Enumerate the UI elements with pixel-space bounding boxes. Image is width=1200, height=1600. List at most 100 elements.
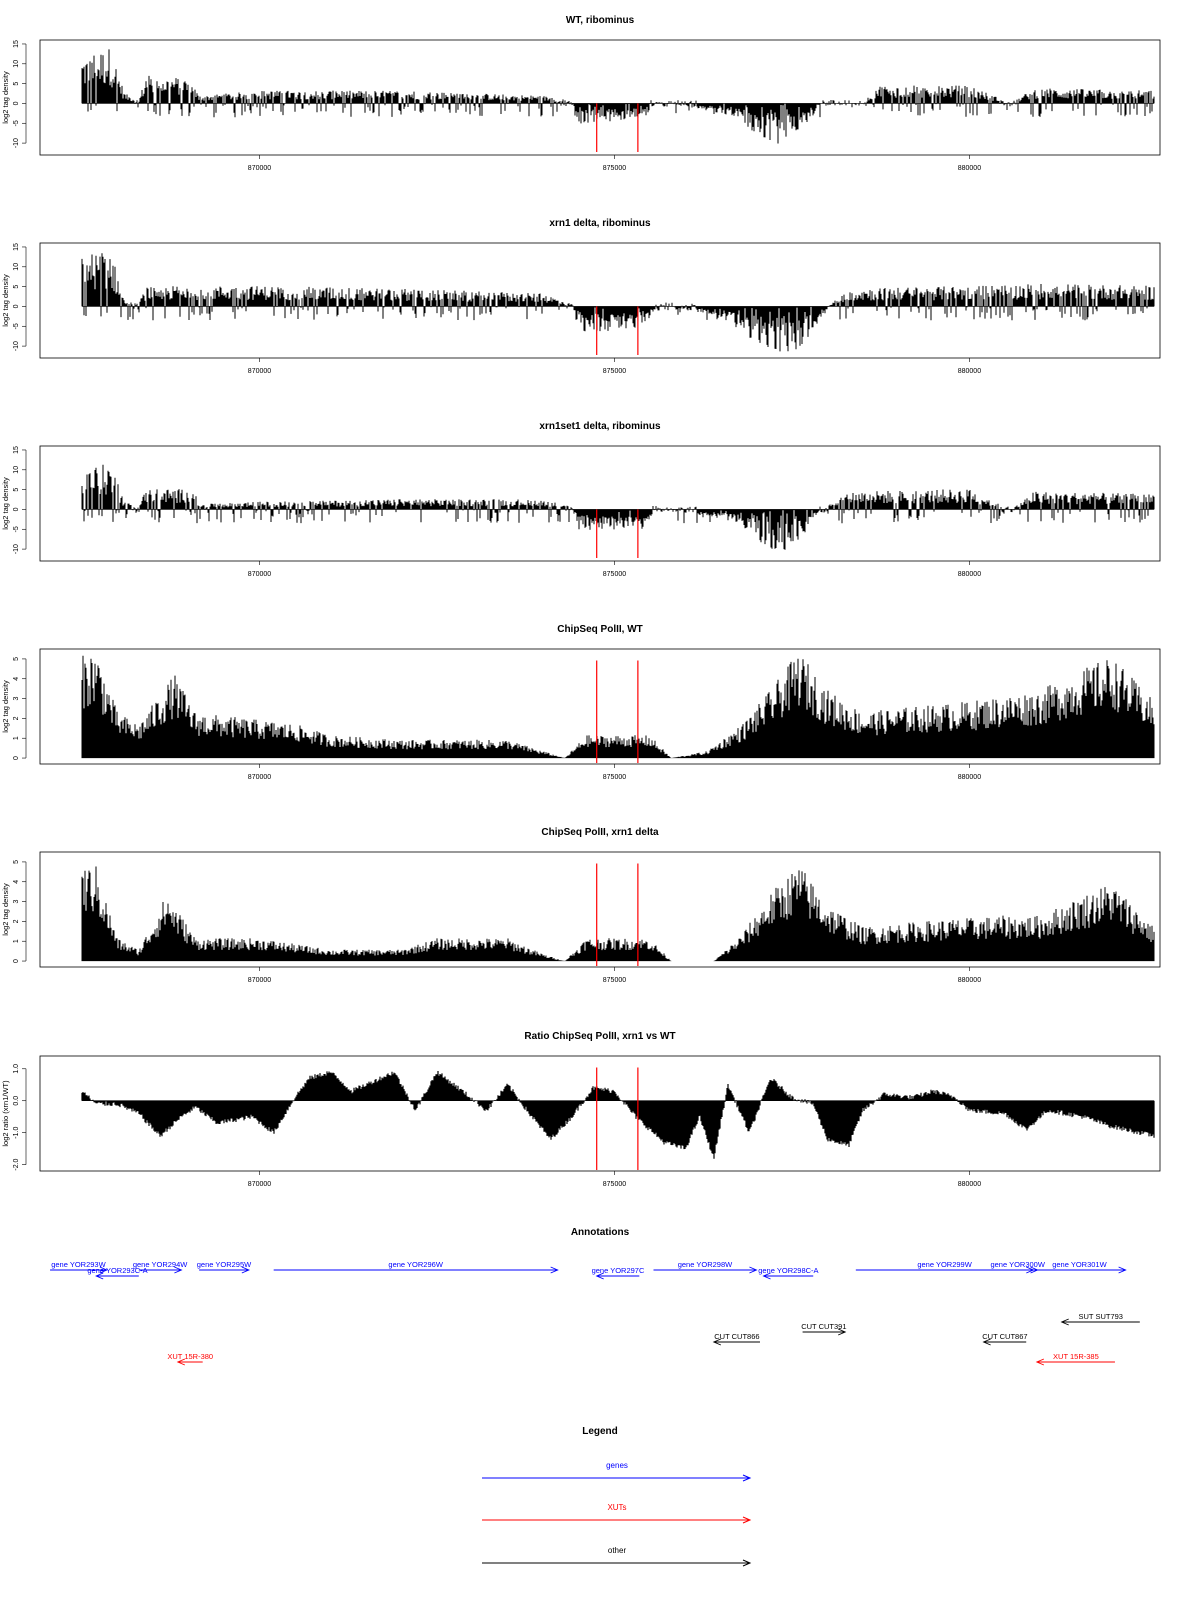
y-tick-label: 5 bbox=[13, 488, 20, 492]
y-tick-label: -1.0 bbox=[13, 1127, 20, 1139]
chart-panel-xrn1-ribominus: xrn1 delta, ribominus -10 -5 0 5 10 15 log2 tag… bbox=[1, 218, 1161, 375]
x-tick-label: 875000 bbox=[603, 368, 626, 375]
annotation-cut-cut867: CUT CUT867 bbox=[982, 1332, 1028, 1346]
data-bars bbox=[81, 655, 1155, 759]
data-bars bbox=[81, 49, 1155, 144]
signal-bars bbox=[81, 1071, 1155, 1159]
x-tick-label: 880000 bbox=[958, 165, 981, 172]
y-tick-label: 0 bbox=[13, 304, 20, 308]
y-tick-label: 0 bbox=[13, 507, 20, 511]
chart-panel-wt-ribominus: WT, ribominus -10 -5 0 5 10 15 log2 tag density… bbox=[1, 15, 1161, 172]
x-axis: 870000 875000 880000 bbox=[248, 764, 981, 781]
x-tick-label: 870000 bbox=[248, 977, 271, 984]
plot-frame bbox=[39, 242, 1161, 359]
annotation-label: SUT SUT793 bbox=[1079, 1312, 1123, 1321]
y-tick-label: 10 bbox=[13, 466, 20, 474]
strand-arrow-icon bbox=[176, 1358, 186, 1366]
legend-items: genes XUTs other bbox=[482, 1461, 752, 1567]
y-tick-label: 3 bbox=[13, 900, 20, 904]
y-axis-label: log2 tag density bbox=[1, 71, 10, 124]
annotation-gene-yor300w: gene YOR300W bbox=[990, 1260, 1046, 1274]
data-bars bbox=[81, 1071, 1155, 1159]
x-tick-label: 870000 bbox=[248, 368, 271, 375]
chart-panel-xrn1set1-ribominus: xrn1set1 delta, ribominus -10 -5 0 5 10 15 log2… bbox=[1, 421, 1161, 578]
annotation-gene-yor295w: gene YOR295W bbox=[197, 1260, 252, 1274]
annotation-label: gene YOR297C bbox=[592, 1266, 645, 1275]
annotation-label: XUT 15R-385 bbox=[1053, 1352, 1099, 1361]
y-tick-label: -5 bbox=[13, 323, 20, 329]
y-axis-label: log2 tag density bbox=[1, 883, 10, 936]
x-tick-label: 880000 bbox=[958, 1181, 981, 1188]
x-tick-label: 875000 bbox=[603, 1181, 626, 1188]
arrow-icon bbox=[742, 1516, 752, 1524]
annotation-gene-yor293c-a: gene YOR293C-A bbox=[87, 1266, 148, 1280]
y-axis-label: log2 tag density bbox=[1, 274, 10, 327]
y-tick-label: 2 bbox=[13, 716, 20, 720]
legend-panel: Legend genes XUTs other bbox=[482, 1426, 752, 1567]
x-tick-label: 880000 bbox=[958, 571, 981, 578]
annotation-gene-yor297c: gene YOR297C bbox=[592, 1266, 645, 1280]
plot-frame bbox=[39, 851, 1161, 968]
panel-title: WT, ribominus bbox=[566, 15, 635, 26]
y-axis-label: log2 tag density bbox=[1, 680, 10, 733]
y-tick-label: -5 bbox=[13, 526, 20, 532]
x-axis: 870000 875000 880000 bbox=[248, 155, 981, 172]
annotation-label: gene YOR299W bbox=[917, 1260, 972, 1269]
y-axis-label: log2 tag density bbox=[1, 477, 10, 530]
annotation-xut-15r-380: XUT 15R-380 bbox=[167, 1352, 213, 1366]
strand-arrow-icon bbox=[95, 1272, 104, 1280]
y-axis: -10 -5 0 5 10 15 bbox=[13, 243, 27, 351]
strand-arrow-icon bbox=[595, 1272, 604, 1280]
annotation-label: gene YOR296W bbox=[388, 1260, 443, 1269]
y-tick-label: 15 bbox=[13, 40, 20, 48]
strand-arrow-icon bbox=[174, 1266, 183, 1274]
annotation-label: gene YOR293C-A bbox=[87, 1266, 147, 1275]
panel-title: xrn1 delta, ribominus bbox=[549, 218, 651, 229]
legend-item-xuts: XUTs bbox=[482, 1503, 752, 1524]
y-tick-label: 0 bbox=[13, 959, 20, 963]
strand-arrow-icon bbox=[712, 1338, 722, 1346]
x-axis: 870000 875000 880000 bbox=[248, 358, 981, 375]
chart-panel-chipseq-wt: ChipSeq PolII, WT 0 1 2 3 4 5 log2 tag density 8… bbox=[1, 624, 1161, 781]
y-tick-label: 5 bbox=[13, 82, 20, 86]
annotation-label: CUT CUT867 bbox=[982, 1332, 1027, 1341]
y-tick-label: 1 bbox=[13, 736, 20, 740]
annotation-gene-yor293w: gene YOR293W bbox=[50, 1260, 108, 1274]
x-tick-label: 875000 bbox=[603, 977, 626, 984]
signal-bars bbox=[81, 49, 1155, 144]
y-tick-label: 5 bbox=[13, 285, 20, 289]
strand-arrow-icon bbox=[1035, 1358, 1045, 1366]
strand-arrow-icon bbox=[99, 1266, 108, 1274]
y-tick-label: 1 bbox=[13, 939, 20, 943]
legend-item-other: other bbox=[482, 1546, 752, 1567]
annotation-xut-15r-385: XUT 15R-385 bbox=[1035, 1352, 1115, 1366]
x-tick-label: 870000 bbox=[248, 774, 271, 781]
y-axis: 0 1 2 3 4 5 bbox=[13, 657, 27, 760]
y-tick-label: -10 bbox=[13, 341, 20, 351]
plot-frame bbox=[39, 1055, 1161, 1172]
plot-frame bbox=[39, 445, 1161, 562]
data-bars bbox=[81, 866, 1155, 962]
plot-frame bbox=[39, 648, 1161, 765]
strand-arrow-icon bbox=[1118, 1266, 1127, 1274]
x-tick-label: 880000 bbox=[958, 774, 981, 781]
strand-arrow-icon bbox=[550, 1266, 559, 1274]
annotation-label: CUT CUT866 bbox=[714, 1332, 759, 1341]
y-tick-label: 1.0 bbox=[13, 1064, 20, 1074]
data-bars bbox=[81, 253, 1155, 352]
arrow-icon bbox=[742, 1474, 752, 1482]
y-tick-label: 5 bbox=[13, 657, 20, 661]
y-tick-label: 5 bbox=[13, 860, 20, 864]
annotation-label: gene YOR295W bbox=[197, 1260, 252, 1269]
annotation-label: gene YOR298W bbox=[678, 1260, 733, 1269]
y-tick-label: 4 bbox=[13, 880, 20, 884]
x-tick-label: 875000 bbox=[603, 165, 626, 172]
y-tick-label: 3 bbox=[13, 697, 20, 701]
panel-title: ChipSeq PolII, xrn1 delta bbox=[541, 827, 659, 838]
annotation-label: gene YOR298C-A bbox=[758, 1266, 818, 1275]
panel-title: ChipSeq PolII, WT bbox=[557, 624, 643, 635]
arrow-icon bbox=[742, 1559, 752, 1567]
